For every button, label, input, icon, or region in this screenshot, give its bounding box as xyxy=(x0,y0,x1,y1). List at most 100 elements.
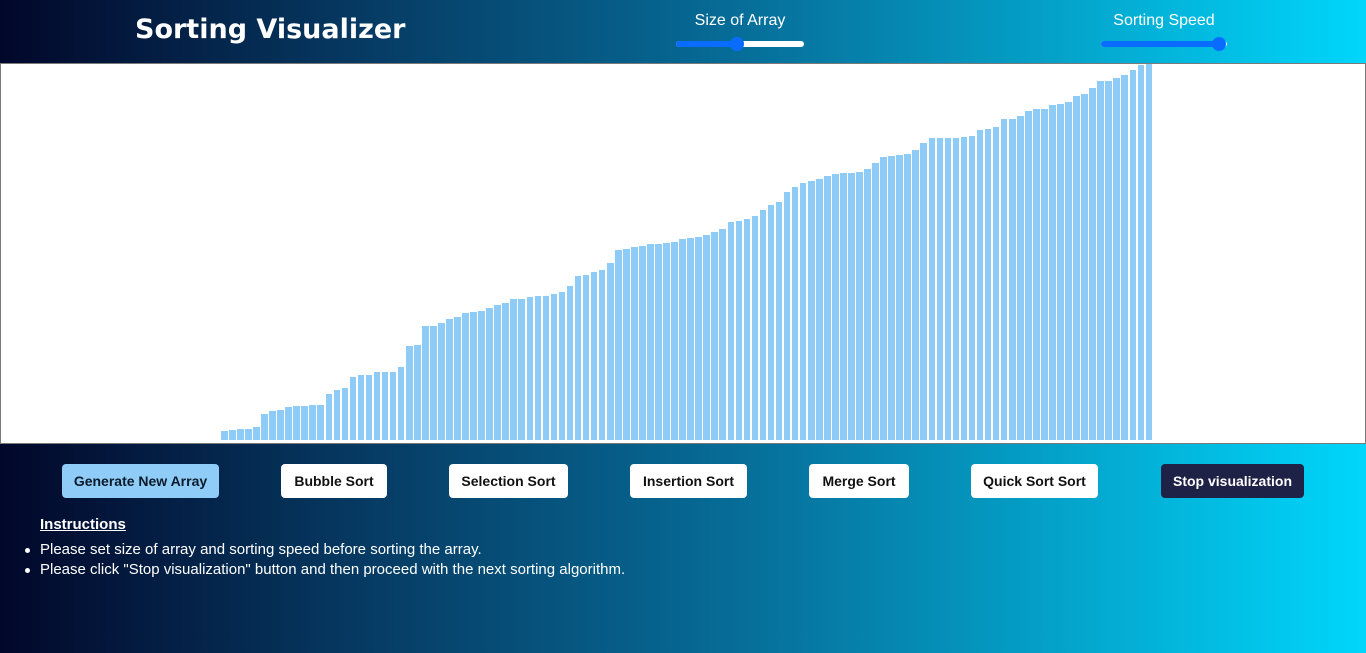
array-bar xyxy=(872,162,879,440)
array-bar xyxy=(1000,119,1008,440)
array-bar xyxy=(614,249,622,440)
array-bar xyxy=(920,142,928,440)
array-bar xyxy=(293,406,300,440)
array-bar xyxy=(486,308,493,440)
array-bar xyxy=(647,244,654,440)
array-size-label: Size of Array xyxy=(694,12,786,29)
array-bar xyxy=(727,221,735,440)
array-bar xyxy=(896,154,903,440)
array-bar xyxy=(542,295,550,440)
array-bars xyxy=(1,64,1365,443)
array-bar xyxy=(349,376,357,440)
sorting-speed-slider[interactable] xyxy=(1101,37,1227,51)
array-bar xyxy=(904,153,911,440)
array-bar xyxy=(253,427,260,440)
array-bar xyxy=(1008,118,1016,440)
array-bar xyxy=(1105,80,1112,440)
array-bar xyxy=(373,372,381,440)
array-bar xyxy=(775,201,783,440)
array-bar xyxy=(558,291,566,440)
array-bar xyxy=(389,371,397,440)
array-bar xyxy=(494,305,501,440)
sorting-speed-slider-thumb[interactable] xyxy=(1212,37,1227,51)
array-bar xyxy=(791,186,799,440)
merge-sort-button[interactable]: Merge Sort xyxy=(809,464,909,498)
array-bar xyxy=(759,209,767,440)
array-bar xyxy=(325,394,333,440)
array-bar xyxy=(928,138,936,440)
array-bar xyxy=(598,269,606,440)
array-bar xyxy=(365,374,373,440)
array-bar xyxy=(840,173,847,440)
array-bar xyxy=(944,138,952,440)
bullet-icon xyxy=(25,568,30,573)
array-bar xyxy=(1057,103,1064,440)
array-bar xyxy=(309,405,317,440)
quick-sort-button[interactable]: Quick Sort Sort xyxy=(971,464,1098,498)
array-bar xyxy=(912,150,920,440)
insertion-sort-button[interactable]: Insertion Sort xyxy=(630,464,747,498)
array-bar xyxy=(856,171,863,440)
array-bar xyxy=(952,137,960,440)
array-bar xyxy=(502,303,509,440)
array-size-slider[interactable] xyxy=(676,37,804,51)
bubble-sort-button[interactable]: Bubble Sort xyxy=(281,464,387,498)
array-bar xyxy=(1016,115,1024,440)
array-bar xyxy=(695,236,702,440)
array-bar xyxy=(574,276,582,440)
array-bar xyxy=(590,272,598,440)
array-bar xyxy=(381,371,389,440)
array-bar xyxy=(671,242,678,440)
selection-sort-button[interactable]: Selection Sort xyxy=(449,464,568,498)
array-bar xyxy=(237,429,244,440)
array-bar xyxy=(743,218,751,440)
array-bar xyxy=(301,405,308,440)
array-bar xyxy=(815,179,823,440)
sorting-speed-slider-fill xyxy=(1101,41,1220,47)
array-bar xyxy=(357,375,365,440)
array-size-control: Size of Array xyxy=(676,12,804,51)
array-bar xyxy=(1145,64,1153,440)
array-bar xyxy=(1097,81,1104,440)
array-bar xyxy=(1113,77,1121,440)
array-bar xyxy=(832,174,839,440)
array-bar xyxy=(454,316,461,440)
array-bar xyxy=(221,431,228,440)
array-bar xyxy=(1089,88,1096,440)
page-title: Sorting Visualizer xyxy=(135,14,406,45)
array-bar xyxy=(526,296,534,440)
array-bar xyxy=(751,216,759,440)
instructions-title: Instructions xyxy=(40,516,126,533)
instructions-list: Please set size of array and sorting spe… xyxy=(25,540,626,580)
header: Sorting Visualizer Size of Array Sorting… xyxy=(0,0,1366,63)
array-size-slider-thumb[interactable] xyxy=(730,37,745,51)
instruction-text: Please set size of array and sorting spe… xyxy=(40,541,482,558)
array-bar xyxy=(711,232,719,440)
array-bar xyxy=(566,285,574,440)
stop-visualization-button[interactable]: Stop visualization xyxy=(1161,464,1304,498)
array-bar xyxy=(1121,74,1129,440)
array-bar xyxy=(968,135,976,440)
array-bar xyxy=(261,414,268,440)
array-bar xyxy=(984,129,992,440)
array-bar xyxy=(960,137,968,440)
array-bar xyxy=(341,387,349,440)
array-bar xyxy=(936,138,944,440)
array-bar xyxy=(807,180,815,440)
sorting-speed-control: Sorting Speed xyxy=(1101,12,1227,51)
generate-array-button[interactable]: Generate New Array xyxy=(62,464,219,498)
array-bar xyxy=(518,299,526,440)
array-bar xyxy=(582,274,590,440)
array-bar xyxy=(405,345,413,440)
array-bar xyxy=(269,411,276,440)
array-bar xyxy=(550,294,558,440)
array-bar xyxy=(848,172,855,440)
bullet-icon xyxy=(25,548,30,553)
array-bar xyxy=(719,229,727,440)
array-bar xyxy=(333,390,341,440)
array-bar xyxy=(1025,111,1032,440)
array-bar xyxy=(1129,70,1137,440)
array-bar xyxy=(623,248,630,440)
instruction-text: Please click "Stop visualization" button… xyxy=(40,561,626,578)
array-bar xyxy=(510,299,518,440)
